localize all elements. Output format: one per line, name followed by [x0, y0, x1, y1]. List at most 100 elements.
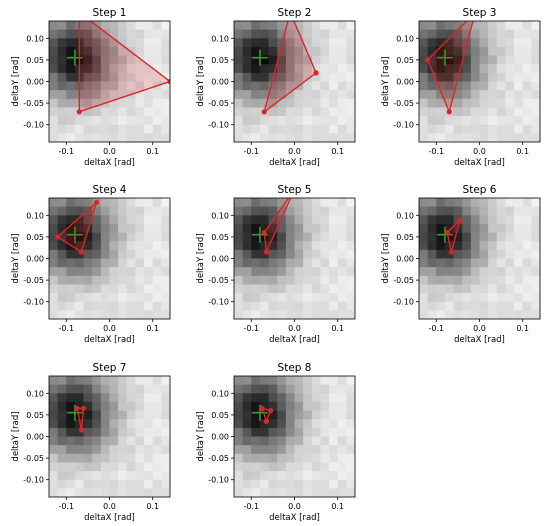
heatmap-cell	[251, 445, 261, 455]
heatmap-cell	[49, 223, 59, 233]
heatmap-cell	[57, 81, 67, 91]
heatmap-cell	[337, 471, 347, 481]
heatmap-cell	[152, 471, 162, 481]
heatmap-cell	[234, 453, 244, 463]
heatmap-cell	[329, 64, 339, 74]
heatmap-cell	[126, 427, 136, 437]
heatmap-cell	[92, 116, 102, 126]
heatmap-cell	[346, 107, 356, 117]
heatmap-cell	[126, 384, 136, 394]
heatmap	[234, 198, 356, 320]
heatmap-cell	[479, 116, 489, 126]
heatmap-cell	[161, 401, 171, 411]
heatmap-cell	[259, 98, 269, 108]
heatmap-cell	[453, 275, 463, 285]
target-marker	[66, 226, 83, 243]
heatmap-cell	[444, 198, 454, 208]
heatmap-cell	[419, 284, 429, 294]
heatmap-cell	[337, 46, 347, 56]
heatmap-cell	[436, 206, 446, 216]
heatmap-cell	[320, 29, 330, 39]
heatmap-cell	[436, 107, 446, 117]
panel-step-6: Step 6-0.1 0.0 0.10.100.050.00-0.05-0.10de…	[381, 184, 541, 345]
heatmap-cell	[311, 46, 321, 56]
heatmap-cell	[303, 64, 313, 74]
y-tick-label: -0.10	[208, 121, 229, 130]
heatmap-cell	[488, 198, 498, 208]
heatmap-cell	[49, 453, 59, 463]
heatmap-cell	[285, 133, 295, 143]
heatmap-cell	[242, 376, 252, 386]
heatmap-cell	[152, 116, 162, 126]
heatmap-cell	[470, 232, 480, 242]
heatmap-cell	[337, 436, 347, 446]
heatmap-cell	[303, 436, 313, 446]
heatmap-cell	[419, 198, 429, 208]
heatmap-cell	[337, 479, 347, 489]
simplex-vertex	[446, 109, 452, 115]
heatmap-cell	[234, 81, 244, 91]
heatmap-cell	[66, 376, 76, 386]
heatmap-cell	[285, 55, 295, 65]
heatmap-cell	[488, 293, 498, 303]
heatmap-cell	[277, 410, 287, 420]
heatmap-cell	[427, 38, 437, 48]
y-tick-label: 0.05	[211, 233, 229, 242]
heatmap-cell	[144, 55, 154, 65]
heatmap-cell	[66, 453, 76, 463]
heatmap-cell	[531, 55, 541, 65]
heatmap-cell	[109, 90, 119, 100]
heatmap-cell	[514, 21, 524, 31]
heatmap-cell	[100, 284, 110, 294]
heatmap-cell	[126, 393, 136, 403]
heatmap-cell	[259, 81, 269, 91]
heatmap-cell	[57, 471, 67, 481]
heatmap-cell	[83, 215, 93, 225]
heatmap-cell	[74, 488, 84, 498]
x-tick-label: 0.1	[146, 502, 159, 511]
heatmap-cell	[234, 471, 244, 481]
heatmap-cell	[268, 445, 278, 455]
heatmap-cell	[453, 55, 463, 65]
heatmap-cell	[234, 445, 244, 455]
heatmap-cell	[268, 21, 278, 31]
heatmap-cell	[294, 46, 304, 56]
heatmap-cell	[303, 393, 313, 403]
heatmap-cell	[109, 284, 119, 294]
heatmap-cell	[329, 410, 339, 420]
heatmap-cell	[531, 301, 541, 311]
heatmap-cell	[126, 206, 136, 216]
heatmap-cell	[303, 479, 313, 489]
heatmap-cell	[118, 38, 128, 48]
heatmap-cell	[144, 124, 154, 134]
heatmap-cell	[49, 90, 59, 100]
heatmap-cell	[303, 488, 313, 498]
heatmap-cell	[277, 419, 287, 429]
heatmap-cell	[234, 462, 244, 472]
heatmap-cell	[419, 72, 429, 82]
heatmap-cell	[100, 116, 110, 126]
heatmap-cell	[320, 471, 330, 481]
heatmap-cell	[320, 198, 330, 208]
heatmap-cell	[251, 301, 261, 311]
heatmap-cell	[92, 90, 102, 100]
heatmap-cell	[83, 284, 93, 294]
heatmap-cell	[531, 293, 541, 303]
heatmap-cell	[496, 64, 506, 74]
heatmap-cell	[479, 310, 489, 320]
heatmap-cell	[83, 46, 93, 56]
heatmap-cell	[444, 38, 454, 48]
heatmap-cell	[118, 98, 128, 108]
heatmap-cell	[346, 198, 356, 208]
heatmap-cell	[83, 267, 93, 277]
heatmap-cell	[427, 81, 437, 91]
heatmap-cell	[346, 38, 356, 48]
heatmap-cell	[161, 133, 171, 143]
y-tick-label: 0.00	[26, 78, 44, 87]
heatmap	[49, 198, 171, 320]
heatmap-cell	[161, 198, 171, 208]
heatmap-cell	[522, 223, 532, 233]
heatmap-cell	[118, 479, 128, 489]
heatmap-cell	[259, 55, 269, 65]
heatmap-cell	[522, 98, 532, 108]
